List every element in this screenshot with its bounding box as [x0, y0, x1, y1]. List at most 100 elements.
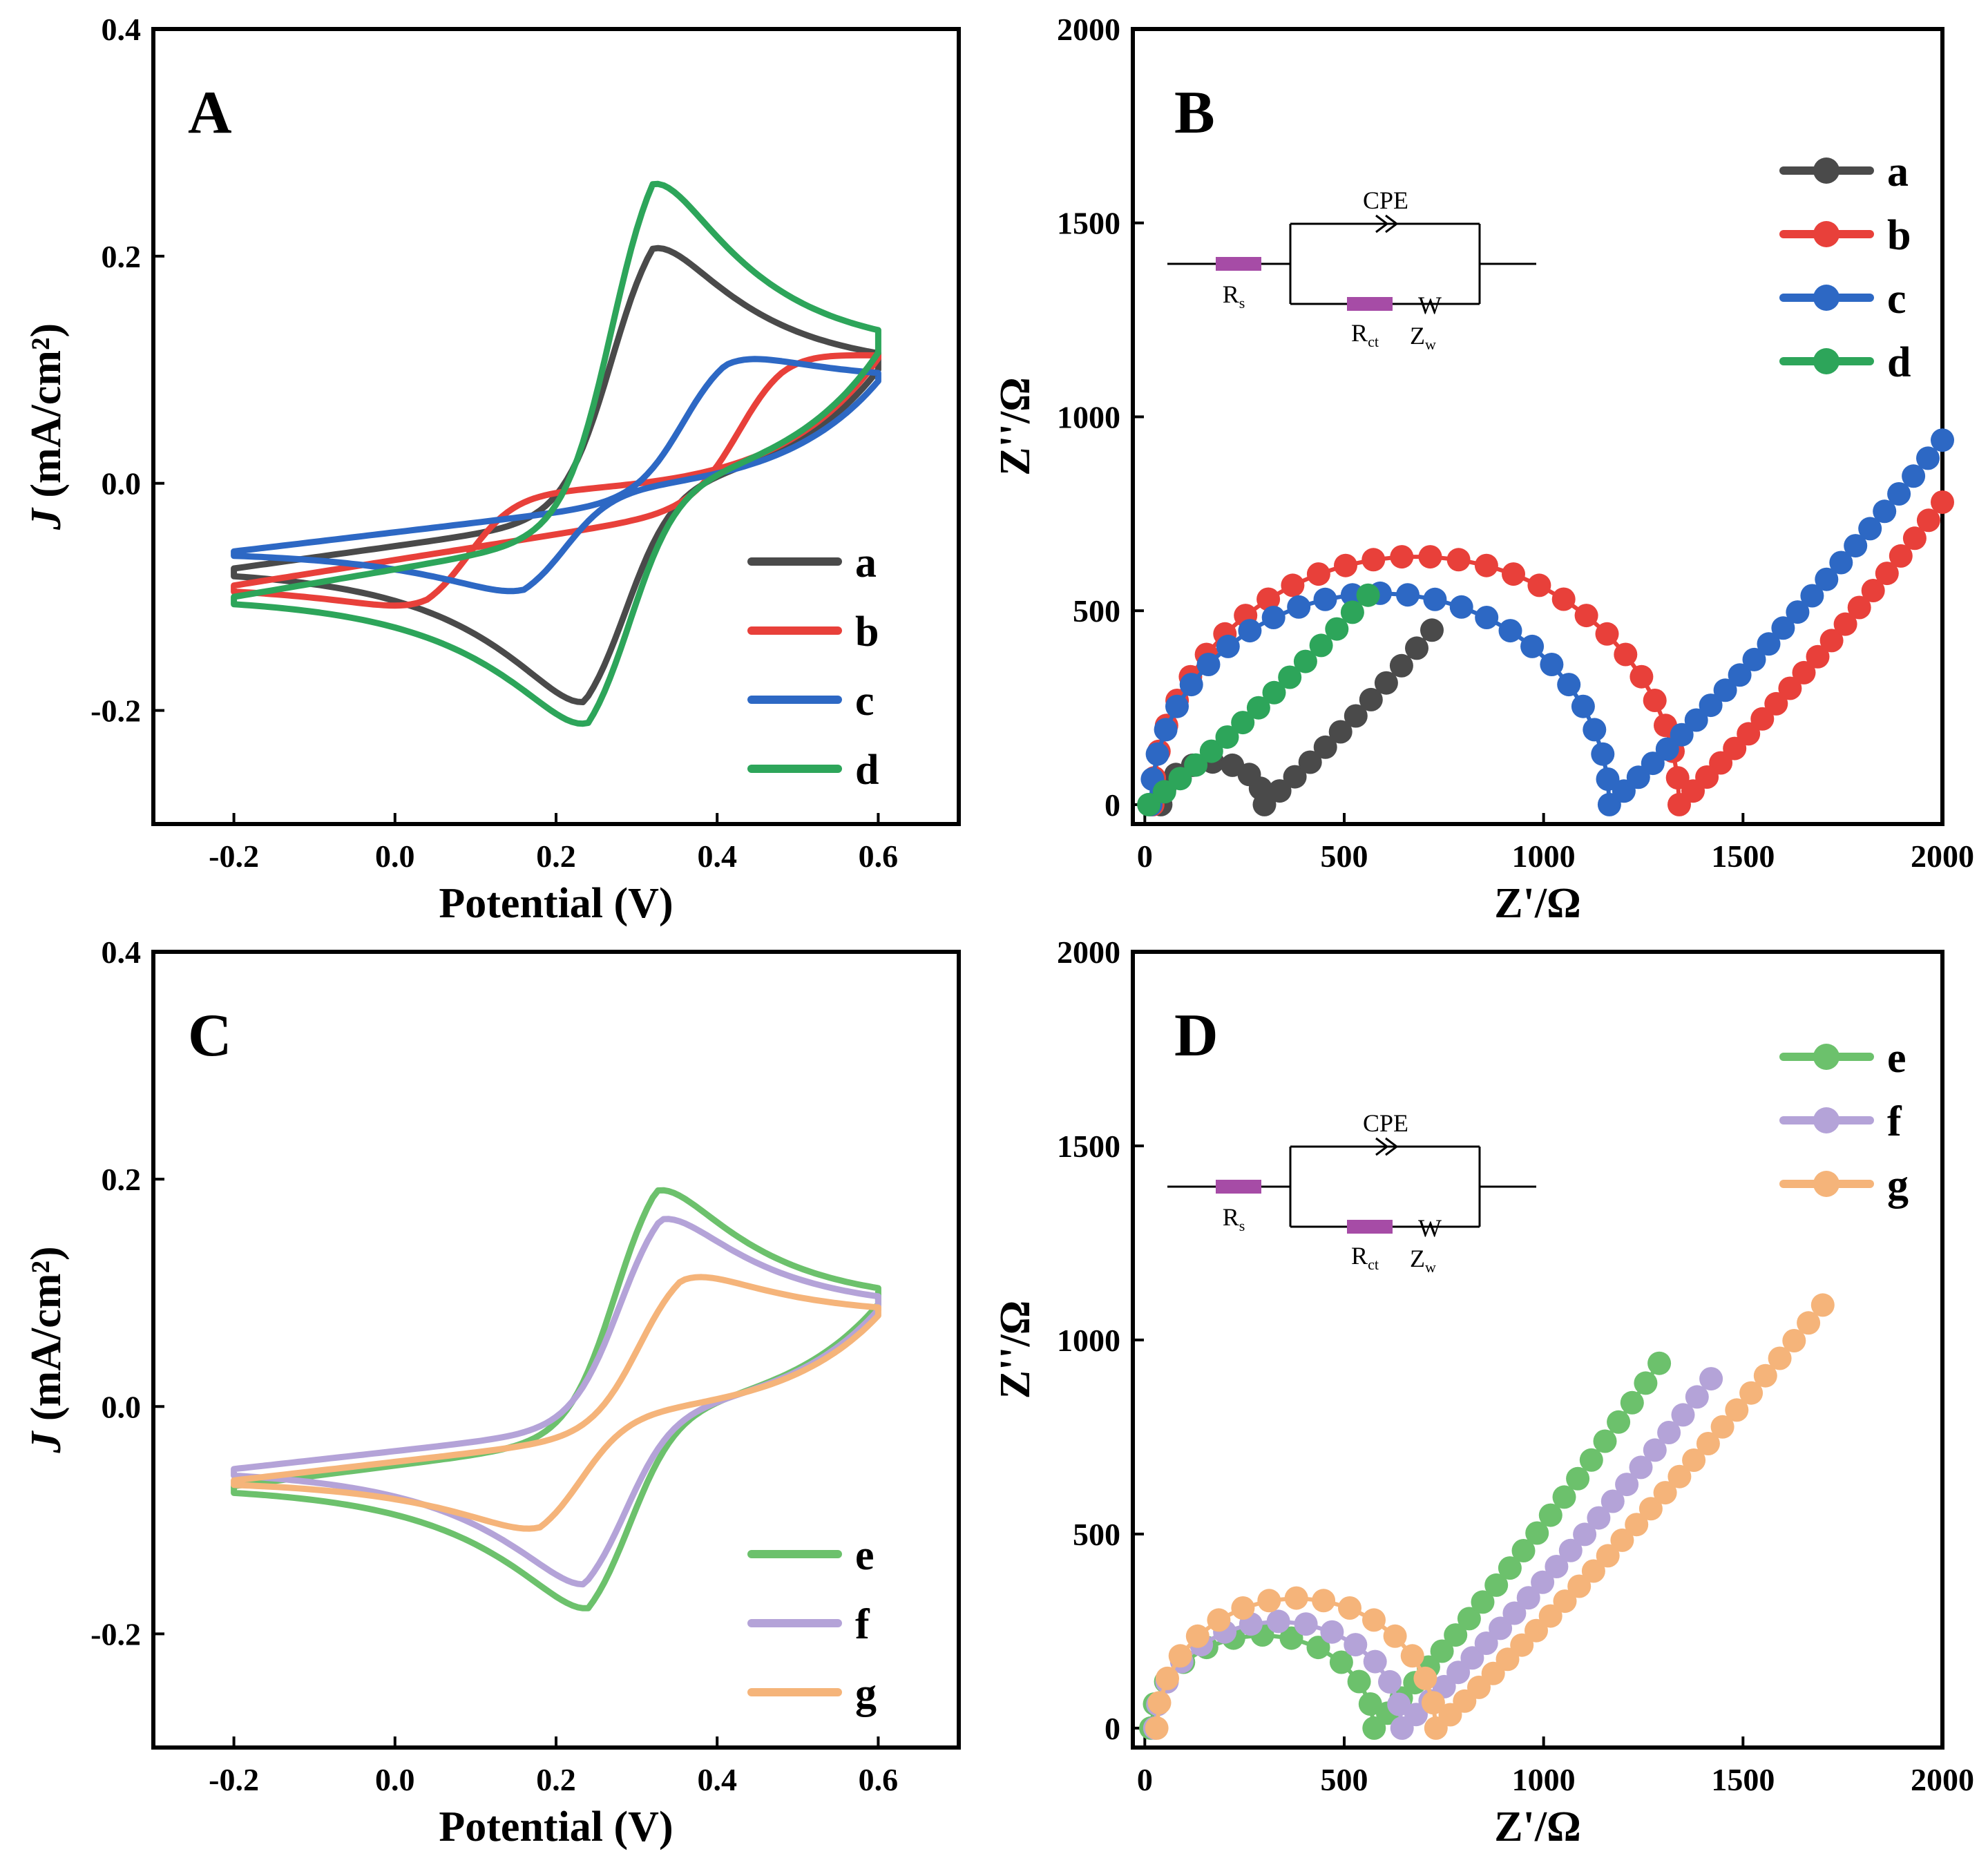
warburg-label: W — [1418, 291, 1442, 319]
legend-label-g: g — [855, 1670, 877, 1717]
data-point-c — [1902, 464, 1926, 488]
panel-c: -0.2 0.0 0.2 0.4 0.6 -0.2 0.0 0.2 0.4 Potential (… — [23, 935, 961, 1850]
data-point-e — [1358, 1692, 1382, 1716]
data-point-f — [1600, 1489, 1625, 1513]
data-point-a — [1298, 750, 1322, 774]
data-point-e — [1471, 1590, 1495, 1614]
data-point-f — [1266, 1609, 1290, 1634]
x-tick-label: 500 — [1320, 839, 1368, 874]
x-tick-label: 0.2 — [536, 839, 576, 874]
legend-marker-c — [1813, 285, 1839, 311]
data-point-d — [1152, 780, 1176, 804]
data-point-g — [1168, 1644, 1192, 1668]
data-point-c — [1684, 708, 1708, 732]
data-point-e — [1552, 1485, 1576, 1509]
data-point-f — [1460, 1646, 1484, 1670]
y-axis-label-symbol: J — [23, 498, 70, 531]
data-point-a — [1328, 720, 1353, 744]
legend-label-d: d — [855, 747, 879, 794]
data-point-f — [1363, 1649, 1387, 1674]
data-point-b — [1723, 736, 1747, 760]
legend-label-a: a — [1887, 149, 1909, 195]
y-tick-label: 0.2 — [102, 1162, 142, 1197]
resistor-rct — [1347, 297, 1393, 311]
series-line-e — [231, 1187, 881, 1611]
data-point-g — [1596, 1544, 1620, 1568]
cpe-element — [1375, 214, 1399, 233]
data-point-c — [1713, 678, 1737, 702]
data-point-c — [1238, 619, 1262, 643]
data-point-f — [1474, 1631, 1498, 1655]
data-point-b — [1750, 707, 1775, 731]
y-tick-label: 2000 — [1057, 935, 1120, 970]
data-point-e — [1566, 1466, 1590, 1491]
x-tick-label: 0.0 — [375, 839, 415, 874]
data-point-b — [1643, 689, 1667, 712]
rct-label: Rct — [1351, 1242, 1379, 1273]
data-point-e — [1430, 1639, 1454, 1663]
data-point-c — [1583, 718, 1607, 742]
data-point-c — [1261, 606, 1285, 629]
data-point-b — [1737, 722, 1761, 746]
data-point-b — [1418, 545, 1442, 569]
data-point-g — [1338, 1596, 1361, 1620]
resistor-rs — [1216, 257, 1261, 271]
data-point-e — [1538, 1503, 1562, 1527]
data-point-c — [1423, 587, 1447, 611]
data-point-g — [1525, 1618, 1548, 1643]
data-point-g — [1768, 1346, 1792, 1370]
data-point-d — [1262, 680, 1286, 705]
data-point-d — [1278, 665, 1302, 689]
panel-b: 0 500 1000 1500 2000 0 500 1000 1500 2000 Z'/Ω Z''/… — [992, 12, 1974, 927]
data-point-c — [1829, 551, 1853, 575]
rs-label: Rs — [1223, 1203, 1245, 1234]
data-point-b — [1847, 595, 1871, 620]
data-point-d — [1215, 725, 1239, 749]
data-point-g — [1156, 1666, 1179, 1690]
data-point-g — [1797, 1311, 1821, 1335]
y-tick-label: 1000 — [1057, 399, 1120, 434]
series-line-d — [231, 180, 881, 727]
data-point-b — [1875, 562, 1899, 586]
y-tick-label: 2000 — [1057, 12, 1120, 47]
series-line-f — [231, 1216, 881, 1588]
data-point-c — [1540, 653, 1564, 676]
data-point-c — [1557, 673, 1581, 697]
data-point-f — [1615, 1473, 1639, 1497]
data-point-c — [1916, 446, 1940, 470]
data-point-a — [1374, 671, 1398, 695]
data-point-e — [1457, 1607, 1481, 1631]
data-point-d — [1184, 753, 1208, 777]
data-point-c — [1196, 653, 1221, 676]
data-point-f — [1629, 1455, 1653, 1480]
data-point-e — [1498, 1556, 1522, 1580]
y-axis-label: Z''/Ω — [992, 377, 1039, 476]
resistor-rs — [1216, 1180, 1261, 1194]
legend-label-b: b — [855, 609, 879, 655]
data-point-c — [1670, 722, 1694, 747]
data-point-c — [1313, 587, 1337, 611]
rct-label: Rct — [1351, 319, 1379, 350]
data-point-f — [1516, 1586, 1540, 1610]
x-tick-label: 0 — [1137, 1762, 1153, 1797]
rs-label: Rs — [1223, 280, 1245, 312]
legend-marker-f — [1813, 1107, 1839, 1133]
data-point-b — [1361, 548, 1386, 572]
data-point-a — [1283, 765, 1307, 789]
data-point-f — [1294, 1612, 1318, 1636]
data-point-f — [1643, 1438, 1667, 1462]
data-point-g — [1257, 1589, 1281, 1613]
panel-letter: B — [1174, 79, 1215, 146]
data-point-b — [1778, 676, 1802, 700]
data-point-f — [1489, 1616, 1513, 1640]
x-tick-label: -0.2 — [209, 1762, 259, 1797]
legend-label-d: d — [1887, 339, 1911, 386]
x-axis-label: Z'/Ω — [1494, 1803, 1580, 1850]
x-axis-label: Z'/Ω — [1494, 880, 1580, 927]
y-tick-label: 1500 — [1057, 206, 1120, 241]
plot-frame — [1131, 950, 1944, 1750]
data-point-c — [1591, 742, 1615, 766]
data-point-a — [1252, 792, 1277, 816]
data-point-c — [1179, 673, 1203, 697]
x-tick-label: 0.2 — [536, 1762, 576, 1797]
